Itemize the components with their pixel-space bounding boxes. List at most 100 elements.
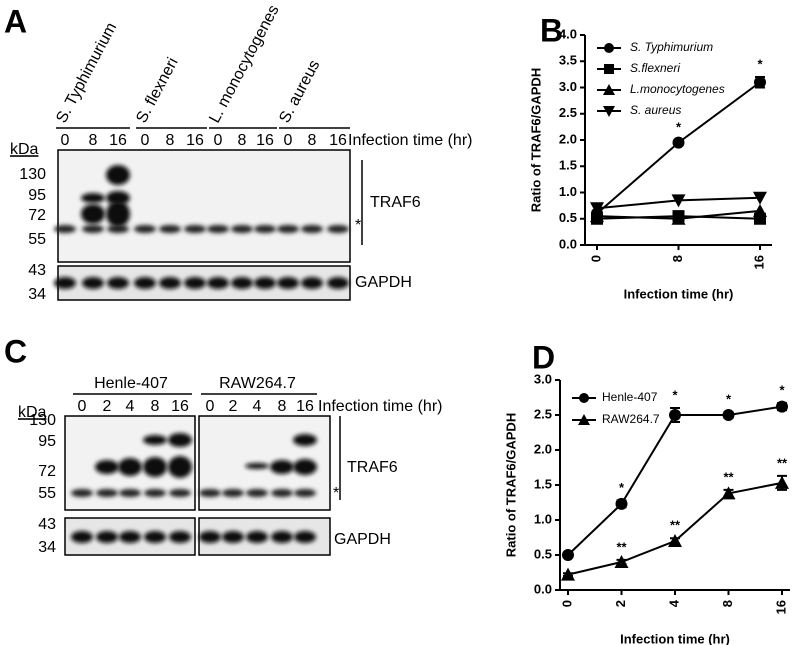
lane-label: 16 bbox=[186, 132, 204, 149]
significance: * bbox=[779, 383, 785, 398]
lane-label: 0 bbox=[284, 132, 293, 149]
panel-letter: D bbox=[532, 339, 555, 375]
lane-label: 0 bbox=[206, 398, 215, 415]
mw-marker: 130 bbox=[29, 412, 56, 429]
x-axis-title: Infection time (hr) bbox=[624, 286, 734, 301]
legend-label: S.flexneri bbox=[630, 61, 680, 75]
band bbox=[168, 456, 192, 478]
y-tick-label: 2.5 bbox=[559, 105, 577, 120]
band bbox=[107, 225, 129, 233]
point bbox=[776, 400, 788, 413]
x-tick-label: 16 bbox=[773, 600, 788, 614]
band bbox=[143, 435, 167, 445]
asterisk: * bbox=[333, 485, 339, 502]
band bbox=[231, 225, 253, 233]
point bbox=[672, 136, 685, 149]
band bbox=[270, 460, 294, 474]
band bbox=[96, 489, 118, 497]
lane-label: 2 bbox=[229, 398, 238, 415]
y-tick-label: 0.0 bbox=[559, 236, 577, 251]
group-label: Henle-407 bbox=[94, 375, 168, 392]
y-axis-title: Ratio of TRAF6/GAPDH bbox=[503, 413, 518, 557]
legend-label: S. aureus bbox=[630, 103, 681, 117]
significance: * bbox=[672, 387, 678, 402]
point bbox=[721, 486, 736, 500]
y-tick-label: 1.0 bbox=[534, 511, 552, 526]
band bbox=[106, 165, 130, 185]
legend-label: L.monocytogenes bbox=[630, 82, 725, 96]
point bbox=[775, 475, 789, 489]
band bbox=[143, 457, 167, 477]
point bbox=[562, 549, 574, 561]
mw-marker: 55 bbox=[38, 485, 56, 502]
band bbox=[327, 225, 349, 233]
group-label: S. flexneri bbox=[133, 55, 181, 126]
blot-membrane bbox=[57, 149, 351, 263]
point bbox=[753, 203, 767, 217]
point bbox=[614, 555, 629, 568]
band bbox=[144, 489, 166, 497]
band bbox=[159, 225, 181, 233]
loading-band bbox=[294, 531, 316, 543]
significance: ** bbox=[670, 518, 681, 533]
point bbox=[561, 567, 575, 581]
significance: * bbox=[619, 480, 625, 495]
point bbox=[722, 409, 735, 421]
band bbox=[169, 489, 191, 497]
x-tick-label: 8 bbox=[670, 255, 685, 262]
legend-label: RAW264.7 bbox=[602, 412, 660, 426]
loading-label: GAPDH bbox=[355, 274, 412, 291]
band bbox=[184, 225, 206, 233]
lane-label: 2 bbox=[103, 398, 112, 415]
x-tick-label: 0 bbox=[588, 255, 603, 262]
loading-label: GAPDH bbox=[334, 531, 391, 548]
time-label: Infection time (hr) bbox=[348, 132, 472, 149]
loading-band bbox=[159, 277, 181, 289]
loading-band bbox=[222, 531, 244, 543]
loading-band bbox=[144, 531, 166, 543]
point bbox=[668, 534, 682, 547]
loading-band bbox=[119, 531, 141, 543]
panel-letter: A bbox=[4, 3, 27, 39]
band bbox=[294, 489, 316, 497]
x-axis-title: Infection time (hr) bbox=[620, 631, 730, 645]
mw-marker: 95 bbox=[28, 187, 46, 204]
lane-label: 8 bbox=[151, 398, 160, 415]
lane-label: 16 bbox=[109, 132, 127, 149]
x-tick-label: 4 bbox=[666, 599, 681, 607]
lane-label: 16 bbox=[256, 132, 274, 149]
panel-letter: C bbox=[4, 333, 27, 369]
point bbox=[604, 43, 614, 53]
loading-band bbox=[71, 531, 93, 543]
loading-band bbox=[54, 277, 76, 289]
band bbox=[71, 489, 93, 497]
significance: * bbox=[726, 392, 732, 407]
point bbox=[590, 209, 604, 223]
lane-label: 0 bbox=[61, 132, 70, 149]
group-label: RAW264.7 bbox=[219, 375, 296, 392]
loading-band bbox=[301, 277, 323, 289]
x-tick-label: 0 bbox=[559, 600, 574, 607]
y-tick-label: 3.0 bbox=[559, 79, 577, 94]
mw-marker: 34 bbox=[28, 286, 46, 303]
y-tick-label: 4.0 bbox=[559, 26, 577, 41]
point bbox=[671, 194, 686, 208]
mw-marker: 95 bbox=[38, 433, 56, 450]
x-tick-label: 16 bbox=[751, 255, 766, 269]
target-label: TRAF6 bbox=[347, 459, 398, 476]
mw-marker: 43 bbox=[28, 262, 46, 279]
point bbox=[754, 76, 766, 89]
loading-band bbox=[254, 277, 276, 289]
mw-marker: 55 bbox=[28, 231, 46, 248]
y-tick-label: 2.0 bbox=[559, 131, 577, 146]
point bbox=[603, 106, 615, 117]
band bbox=[277, 225, 299, 233]
band bbox=[119, 489, 141, 497]
significance: ** bbox=[723, 469, 734, 484]
band bbox=[106, 201, 130, 227]
loading-band bbox=[82, 277, 104, 289]
x-tick-label: 2 bbox=[613, 600, 628, 607]
time-label: Infection time (hr) bbox=[318, 398, 442, 415]
mw-marker: 34 bbox=[38, 539, 56, 556]
